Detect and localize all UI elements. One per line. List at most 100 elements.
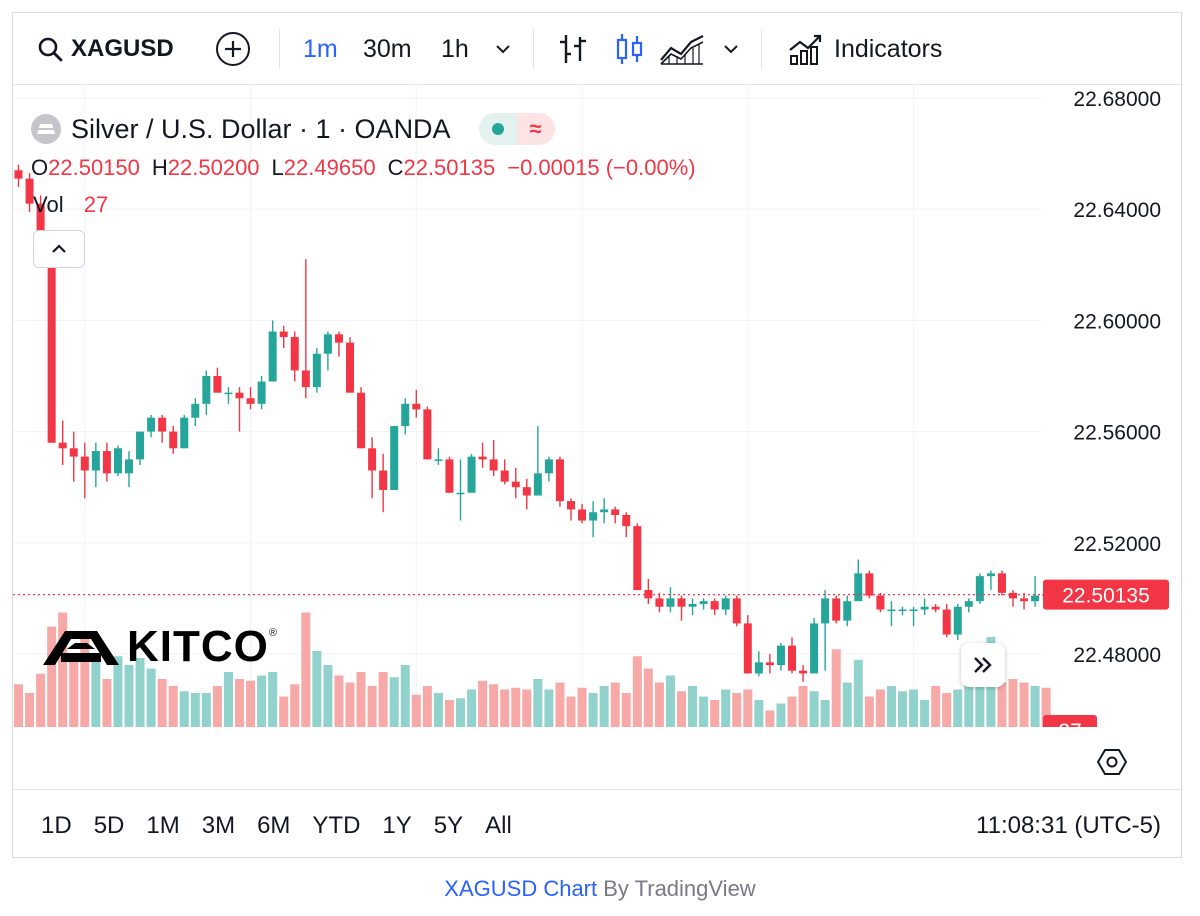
volume-bar [643,668,653,727]
volume-bar [1041,687,1051,727]
volume-bar [323,665,333,727]
attribution-text: By TradingView [597,876,756,901]
volume-bar [378,672,388,727]
candle-body [456,492,465,495]
price-tick-label: 22.56000 [1073,422,1161,445]
range-all[interactable]: All [485,812,512,839]
volume-bar [765,710,775,727]
volume-bar [864,696,874,727]
bar-chart-button[interactable] [556,31,590,67]
candle-body [434,459,443,461]
interval-1m[interactable]: 1m [303,34,338,63]
volume-bar [201,693,211,727]
indicators-icon [789,34,822,65]
range-ytd[interactable]: YTD [312,812,361,839]
close-label: C [387,155,404,180]
candle-body [379,470,388,490]
candle-body [931,606,940,610]
volume-bar [212,686,222,727]
candle-body [235,392,244,399]
scroll-to-realtime-button[interactable] [961,643,1005,687]
candle-chart-button[interactable] [613,31,647,67]
range-5y[interactable]: 5Y [433,812,464,839]
candle-body [799,670,808,674]
volume-bar [334,675,344,727]
candle-body [544,459,553,474]
symbol-search[interactable]: XAGUSD [37,31,174,67]
price-tick-label: 22.48000 [1073,644,1161,667]
range-5d[interactable]: 5D [93,812,125,839]
interval-1h[interactable]: 1h [441,34,469,63]
volume-bar [157,679,167,727]
high-value: 22.50200 [167,155,260,180]
collapse-legend-button[interactable] [33,230,85,268]
candle-body [390,426,399,490]
interval-30m[interactable]: 30m [363,34,412,63]
volume-bar [91,658,101,727]
candle-body [489,459,498,471]
chart-area[interactable]: 22.68000 22.64000 22.60000 22.56000 22.52000… [13,85,1183,727]
date-range-selector: 1D 5D 1M 3M 6M YTD 1Y 5Y All [41,812,534,840]
volume-bar [69,661,79,727]
volume-bar [909,689,919,727]
candle-body [964,601,973,607]
candle-body [732,598,741,624]
range-1d[interactable]: 1D [41,812,72,839]
volume-bar [135,658,145,727]
candle-body [290,337,299,371]
candle-body [555,459,564,502]
volume-bar [1019,682,1029,727]
ohlc-legend: O 22.50150 H 22.50200 L 22.49650 C 22.50… [31,155,696,181]
volume-bar [102,679,112,727]
timezone-clock[interactable]: 11:08:31 (UTC-5) [976,812,1161,839]
range-3m[interactable]: 3M [201,812,236,839]
candle-body [478,456,487,460]
volume-bar [456,698,465,727]
chart-type-menu-button[interactable] [721,31,741,67]
volume-bar [654,682,664,727]
candle-body [533,473,542,496]
volume-bar [500,689,510,727]
area-chart-button[interactable] [659,31,705,67]
chart-widget: XAGUSD 1m 30m 1h [12,12,1182,858]
candle-body [600,509,609,513]
volume-bar [389,677,399,727]
volume-bar [14,684,23,727]
market-status-badge[interactable]: ≈ [478,113,555,145]
candle-body [876,595,885,610]
volume-bar [345,682,355,727]
range-1y[interactable]: 1Y [382,812,412,839]
candle-body [589,512,598,521]
search-icon [38,37,63,62]
volume-bar [235,679,244,727]
chart-link[interactable]: XAGUSD Chart [444,876,598,901]
kitco-logo-icon [43,631,119,665]
indicators-button[interactable]: Indicators [788,31,942,67]
chart-settings-button[interactable] [1096,747,1128,782]
bottom-toolbar: 1D 5D 1M 3M 6M YTD 1Y 5Y All 11:08:31 (U… [13,789,1181,859]
delayed-data-indicator: ≈ [516,113,555,145]
toolbar-divider [533,29,534,69]
interval-menu-button[interactable] [493,31,513,67]
candle-body [257,381,266,404]
last-price-label: 22.50135 [1062,585,1150,608]
compare-symbol-button[interactable] [215,31,251,67]
candle-body [80,456,89,471]
range-1m[interactable]: 1M [146,812,180,839]
candle-body [578,509,587,521]
candle-body [368,448,377,471]
candle-body [567,501,575,510]
candle-chart-icon [616,34,643,64]
volume-bar [80,638,90,727]
silver-logo-icon [31,114,61,144]
candle-body [942,609,951,635]
volume-bar [665,675,675,727]
close-value: 22.50135 [403,155,496,180]
range-6m[interactable]: 6M [257,812,291,839]
candle-body [854,573,863,602]
volume-bar [599,686,609,727]
symbol-description: Silver / U.S. Dollar · 1 · OANDA [71,113,451,144]
candle-body [136,431,145,460]
candle-body [887,609,896,612]
volume-bar [522,689,532,727]
